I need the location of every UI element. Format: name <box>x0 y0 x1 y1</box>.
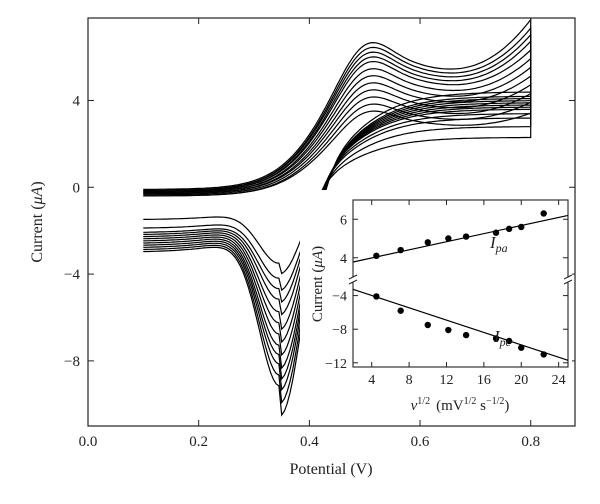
inset-y-tick-label: −4 <box>332 290 347 305</box>
series-label-ipa: Ipa <box>489 233 508 255</box>
break-gap <box>564 277 572 283</box>
inset-y-ticks: 4 6 −4 −8 −12 <box>325 213 568 372</box>
inset-y-tick-label: 6 <box>340 213 347 228</box>
data-point-pa <box>540 210 547 217</box>
inset-plot: 4 8 12 16 20 24 4 6 −4 −8 −12 ν1/2 (mV1/2 s−1/2) C… <box>300 190 573 418</box>
main-x-tick-label: 0.0 <box>79 434 98 450</box>
main-x-tick-label: 0.2 <box>189 434 208 450</box>
inset-x-tick-label: 16 <box>477 373 491 388</box>
series-label-ipc: Ipc <box>493 327 512 349</box>
inset-x-tick-label: 12 <box>439 373 453 388</box>
inset-x-tick-label: 24 <box>552 373 566 388</box>
main-plot-frame <box>87 17 576 427</box>
data-point-pa <box>373 252 380 260</box>
data-point-pc <box>424 321 431 329</box>
main-y-tick-label: −8 <box>64 354 80 370</box>
data-point-pa <box>462 233 470 240</box>
data-point-pa <box>445 235 452 242</box>
main-y-tick-label: −4 <box>64 267 80 283</box>
data-point-pa <box>505 225 513 233</box>
main-x-axis-title: Potential (V) <box>289 461 372 478</box>
data-point-pc <box>518 344 525 351</box>
break-mark <box>563 274 573 280</box>
inset-plot-frame <box>352 199 569 368</box>
main-plot: 0.0 0.2 0.4 0.6 0.8 −8 −4 0 4 Potential (V) Cur… <box>29 17 576 478</box>
inset-x-tick-label: 20 <box>514 373 528 388</box>
main-curves <box>143 17 532 417</box>
data-point-pc <box>445 326 452 334</box>
main-y-ticks: −8 −4 0 4 <box>64 93 575 370</box>
main-y-tick-label: 0 <box>73 180 81 196</box>
inset-x-tick-label: 8 <box>406 373 413 388</box>
inset-background <box>300 190 572 418</box>
main-y-axis-title: Current (μA) <box>29 181 46 262</box>
inset-y-axis-title: Current (μA) <box>310 246 326 322</box>
data-point-pc <box>373 293 380 300</box>
inset-x-tick-label: 4 <box>368 373 375 388</box>
inset-x-ticks: 4 8 12 16 20 24 <box>368 200 566 388</box>
main-x-tick-label: 0.8 <box>521 434 540 450</box>
data-point-pa <box>492 229 500 236</box>
main-x-tick-label: 0.4 <box>300 434 319 450</box>
data-point-pc <box>540 351 547 358</box>
data-point-pa <box>397 246 404 254</box>
main-x-ticks: 0.0 0.2 0.4 0.6 0.8 <box>79 18 540 450</box>
inset-y-tick-label: −12 <box>325 357 347 372</box>
data-point-pa <box>424 239 431 246</box>
fit-line-pc <box>352 288 569 361</box>
main-x-tick-label: 0.6 <box>411 434 430 450</box>
data-point-pc <box>492 335 500 342</box>
break-mark <box>348 279 358 285</box>
data-point-pa <box>518 223 525 231</box>
fit-line-pa <box>352 214 569 263</box>
break-mark <box>348 274 358 280</box>
data-point-pc <box>505 337 513 345</box>
inset-content <box>352 210 569 361</box>
inset-y-tick-label: 4 <box>340 252 347 267</box>
data-point-pc <box>462 331 470 339</box>
break-gap <box>349 277 357 283</box>
break-mark <box>563 279 573 285</box>
data-point-pc <box>397 307 404 314</box>
main-y-tick-label: 4 <box>73 93 81 109</box>
inset-axis-break <box>348 274 573 285</box>
cv-curve-12 <box>143 17 532 417</box>
inset-x-axis-title: ν1/2 (mV1/2 s−1/2) <box>411 396 510 414</box>
inset-y-tick-label: −8 <box>332 323 347 338</box>
